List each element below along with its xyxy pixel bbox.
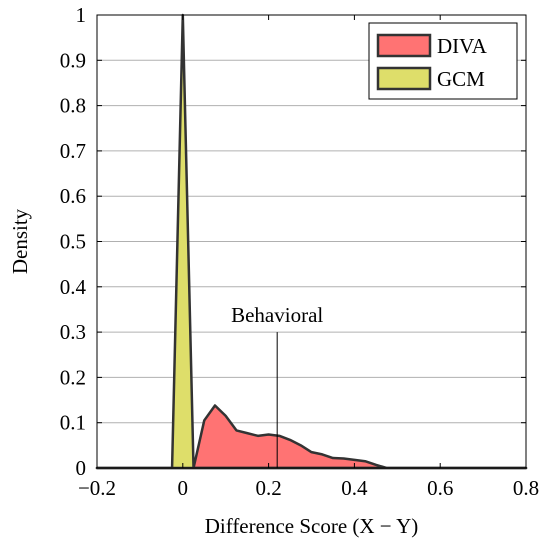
y-tick-label: 0.3 <box>60 320 86 344</box>
y-tick-label: 0.1 <box>60 411 86 435</box>
y-tick-label: 1 <box>76 3 87 27</box>
x-axis-label: Difference Score (X − Y) <box>205 514 419 538</box>
annotation-label: Behavioral <box>231 303 323 327</box>
x-tick-label: 0 <box>178 476 189 500</box>
x-tick-label: 0.4 <box>341 476 368 500</box>
y-tick-label: 0.2 <box>60 365 86 389</box>
tick-labels: −0.2 0 0.2 0.4 0.6 0.800.10.20.30.40.50.60.70… <box>60 3 539 500</box>
y-tick-label: 0.5 <box>60 230 86 254</box>
y-tick-label: 0 <box>76 456 87 480</box>
y-tick-label: 0.9 <box>60 48 86 72</box>
grid-lines <box>97 59 526 424</box>
legend: DIVA GCM <box>368 22 518 100</box>
y-axis-label: Density <box>8 208 32 274</box>
series-area-diva <box>95 404 528 470</box>
y-tick-label: 0.7 <box>60 139 86 163</box>
y-tick-label: 0.8 <box>60 94 86 118</box>
axes <box>96 14 527 469</box>
annotations: Behavioral <box>231 303 323 468</box>
y-tick-label: 0.6 <box>60 184 86 208</box>
legend-swatch-gcm <box>376 66 432 91</box>
x-tick-label: 0.2 <box>255 476 281 500</box>
legend-label-gcm: GCM <box>437 67 485 91</box>
y-tick-label: 0.4 <box>60 275 87 299</box>
x-tick-label: 0.8 <box>513 476 539 500</box>
x-tick-label: 0.6 <box>427 476 453 500</box>
x-tick-label: −0.2 <box>78 476 116 500</box>
legend-swatch-diva <box>376 33 432 58</box>
legend-label-diva: DIVA <box>437 34 488 58</box>
